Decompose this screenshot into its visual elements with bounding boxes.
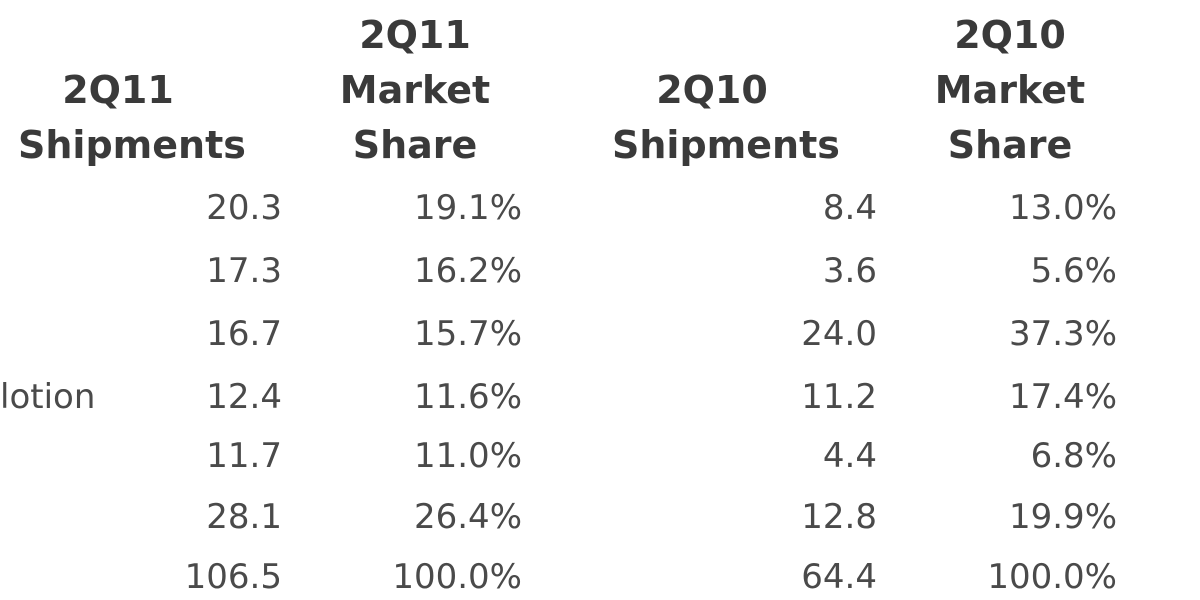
- header-line: Share: [947, 123, 1073, 167]
- header-line: [612, 8, 812, 63]
- header-line: Shipments: [18, 123, 246, 167]
- cell-2q11-shipments: 28.1: [206, 497, 282, 537]
- cell-2q11-shipments: 16.7: [206, 314, 282, 354]
- cell-2q10-shipments: 8.4: [822, 188, 877, 228]
- cell-2q11-shipments: 12.4: [206, 377, 282, 417]
- cell-2q11-shipments: 11.7: [206, 436, 282, 476]
- header-2q10-shipments: 2Q10 Shipments: [612, 8, 840, 173]
- header-line: 2Q11: [62, 68, 174, 112]
- cell-2q11-share: 15.7%: [413, 314, 522, 354]
- cell-2q10-share: 17.4%: [1008, 377, 1117, 417]
- cell-2q10-shipments: 24.0: [801, 314, 877, 354]
- header-line: 2Q11: [359, 13, 471, 57]
- vendor-label: lotion: [0, 377, 95, 417]
- header-line: 2Q10: [954, 13, 1066, 57]
- header-line: Shipments: [612, 123, 840, 167]
- header-2q11-shipments: 2Q11 Shipments: [18, 8, 246, 173]
- cell-2q10-share: 100.0%: [987, 557, 1117, 597]
- header-2q10-market-share: 2Q10 Market Share: [930, 8, 1090, 173]
- header-line: Market: [339, 68, 491, 112]
- cell-2q10-shipments: 11.2: [801, 377, 877, 417]
- cell-2q11-share: 11.0%: [413, 436, 522, 476]
- cell-2q11-shipments: 106.5: [184, 557, 282, 597]
- header-line: Share: [352, 123, 478, 167]
- cell-2q10-share: 5.6%: [1030, 251, 1117, 291]
- cell-2q10-shipments: 3.6: [822, 251, 877, 291]
- header-line: Market: [934, 68, 1086, 112]
- cell-2q10-shipments: 12.8: [801, 497, 877, 537]
- cell-2q11-share: 19.1%: [413, 188, 522, 228]
- cell-2q10-share: 6.8%: [1030, 436, 1117, 476]
- cell-2q10-share: 19.9%: [1008, 497, 1117, 537]
- cell-2q11-share: 11.6%: [413, 377, 522, 417]
- header-line: [18, 8, 218, 63]
- header-line: 2Q10: [656, 68, 768, 112]
- header-2q11-market-share: 2Q11 Market Share: [335, 8, 495, 173]
- cell-2q10-share: 13.0%: [1008, 188, 1117, 228]
- cell-2q10-share: 37.3%: [1008, 314, 1117, 354]
- cell-2q10-shipments: 64.4: [801, 557, 877, 597]
- cell-2q11-share: 26.4%: [413, 497, 522, 537]
- cell-2q10-shipments: 4.4: [822, 436, 877, 476]
- cell-2q11-share: 100.0%: [392, 557, 522, 597]
- cell-2q11-shipments: 20.3: [206, 188, 282, 228]
- cell-2q11-shipments: 17.3: [206, 251, 282, 291]
- cell-2q11-share: 16.2%: [413, 251, 522, 291]
